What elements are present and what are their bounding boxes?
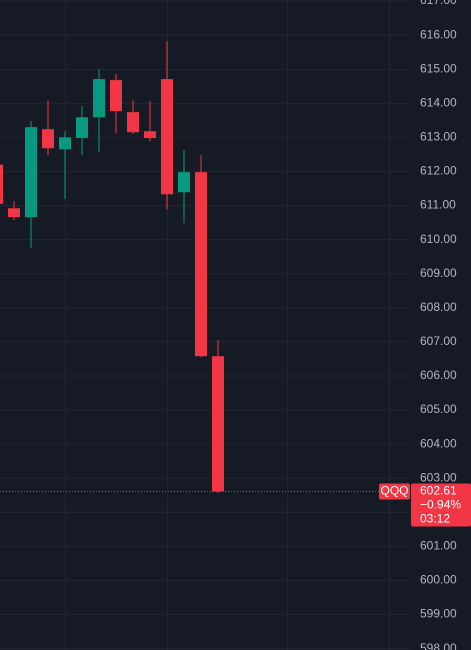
candle-body <box>178 172 190 193</box>
countdown-label: 03:12 <box>420 512 450 526</box>
candle-body <box>25 127 37 218</box>
price-badge <box>411 483 471 527</box>
candle-body <box>59 137 71 150</box>
candle-body <box>8 208 20 218</box>
y-tick-label: 601.00 <box>420 539 457 553</box>
candle-body <box>110 80 122 112</box>
y-tick-label: 610.00 <box>420 232 457 246</box>
y-tick-label: 612.00 <box>420 164 457 178</box>
change-label: −0.94% <box>420 498 461 512</box>
candle-body <box>93 79 105 118</box>
y-tick-label: 607.00 <box>420 334 457 348</box>
y-tick-label: 615.00 <box>420 61 457 75</box>
y-tick-label: 614.00 <box>420 95 457 109</box>
y-tick-label: 611.00 <box>420 198 456 212</box>
y-tick-label: 609.00 <box>420 266 457 280</box>
candle-body <box>195 172 207 357</box>
candle-body <box>127 112 139 133</box>
y-tick-label: 613.00 <box>420 130 457 144</box>
y-tick-label: 605.00 <box>420 402 457 416</box>
y-tick-label: 600.00 <box>420 573 457 587</box>
last-price-label: 602.61 <box>420 484 457 498</box>
candle-body <box>0 164 3 204</box>
candle-body <box>42 129 54 149</box>
y-tick-label: 616.00 <box>420 27 457 41</box>
y-tick-label: 603.00 <box>420 470 457 484</box>
candle-body <box>161 79 173 195</box>
y-tick-label: 617.00 <box>420 0 457 7</box>
candle-body <box>144 131 156 139</box>
y-tick-label: 598.00 <box>420 641 457 650</box>
y-tick-label: 608.00 <box>420 300 457 314</box>
symbol-badge <box>379 483 410 500</box>
y-tick-label: 604.00 <box>420 436 457 450</box>
y-tick-label: 606.00 <box>420 368 457 382</box>
candle-body <box>212 356 224 492</box>
symbol-label: QQQ <box>380 484 408 498</box>
y-tick-label: 599.00 <box>420 607 457 621</box>
candle-body <box>76 117 88 139</box>
